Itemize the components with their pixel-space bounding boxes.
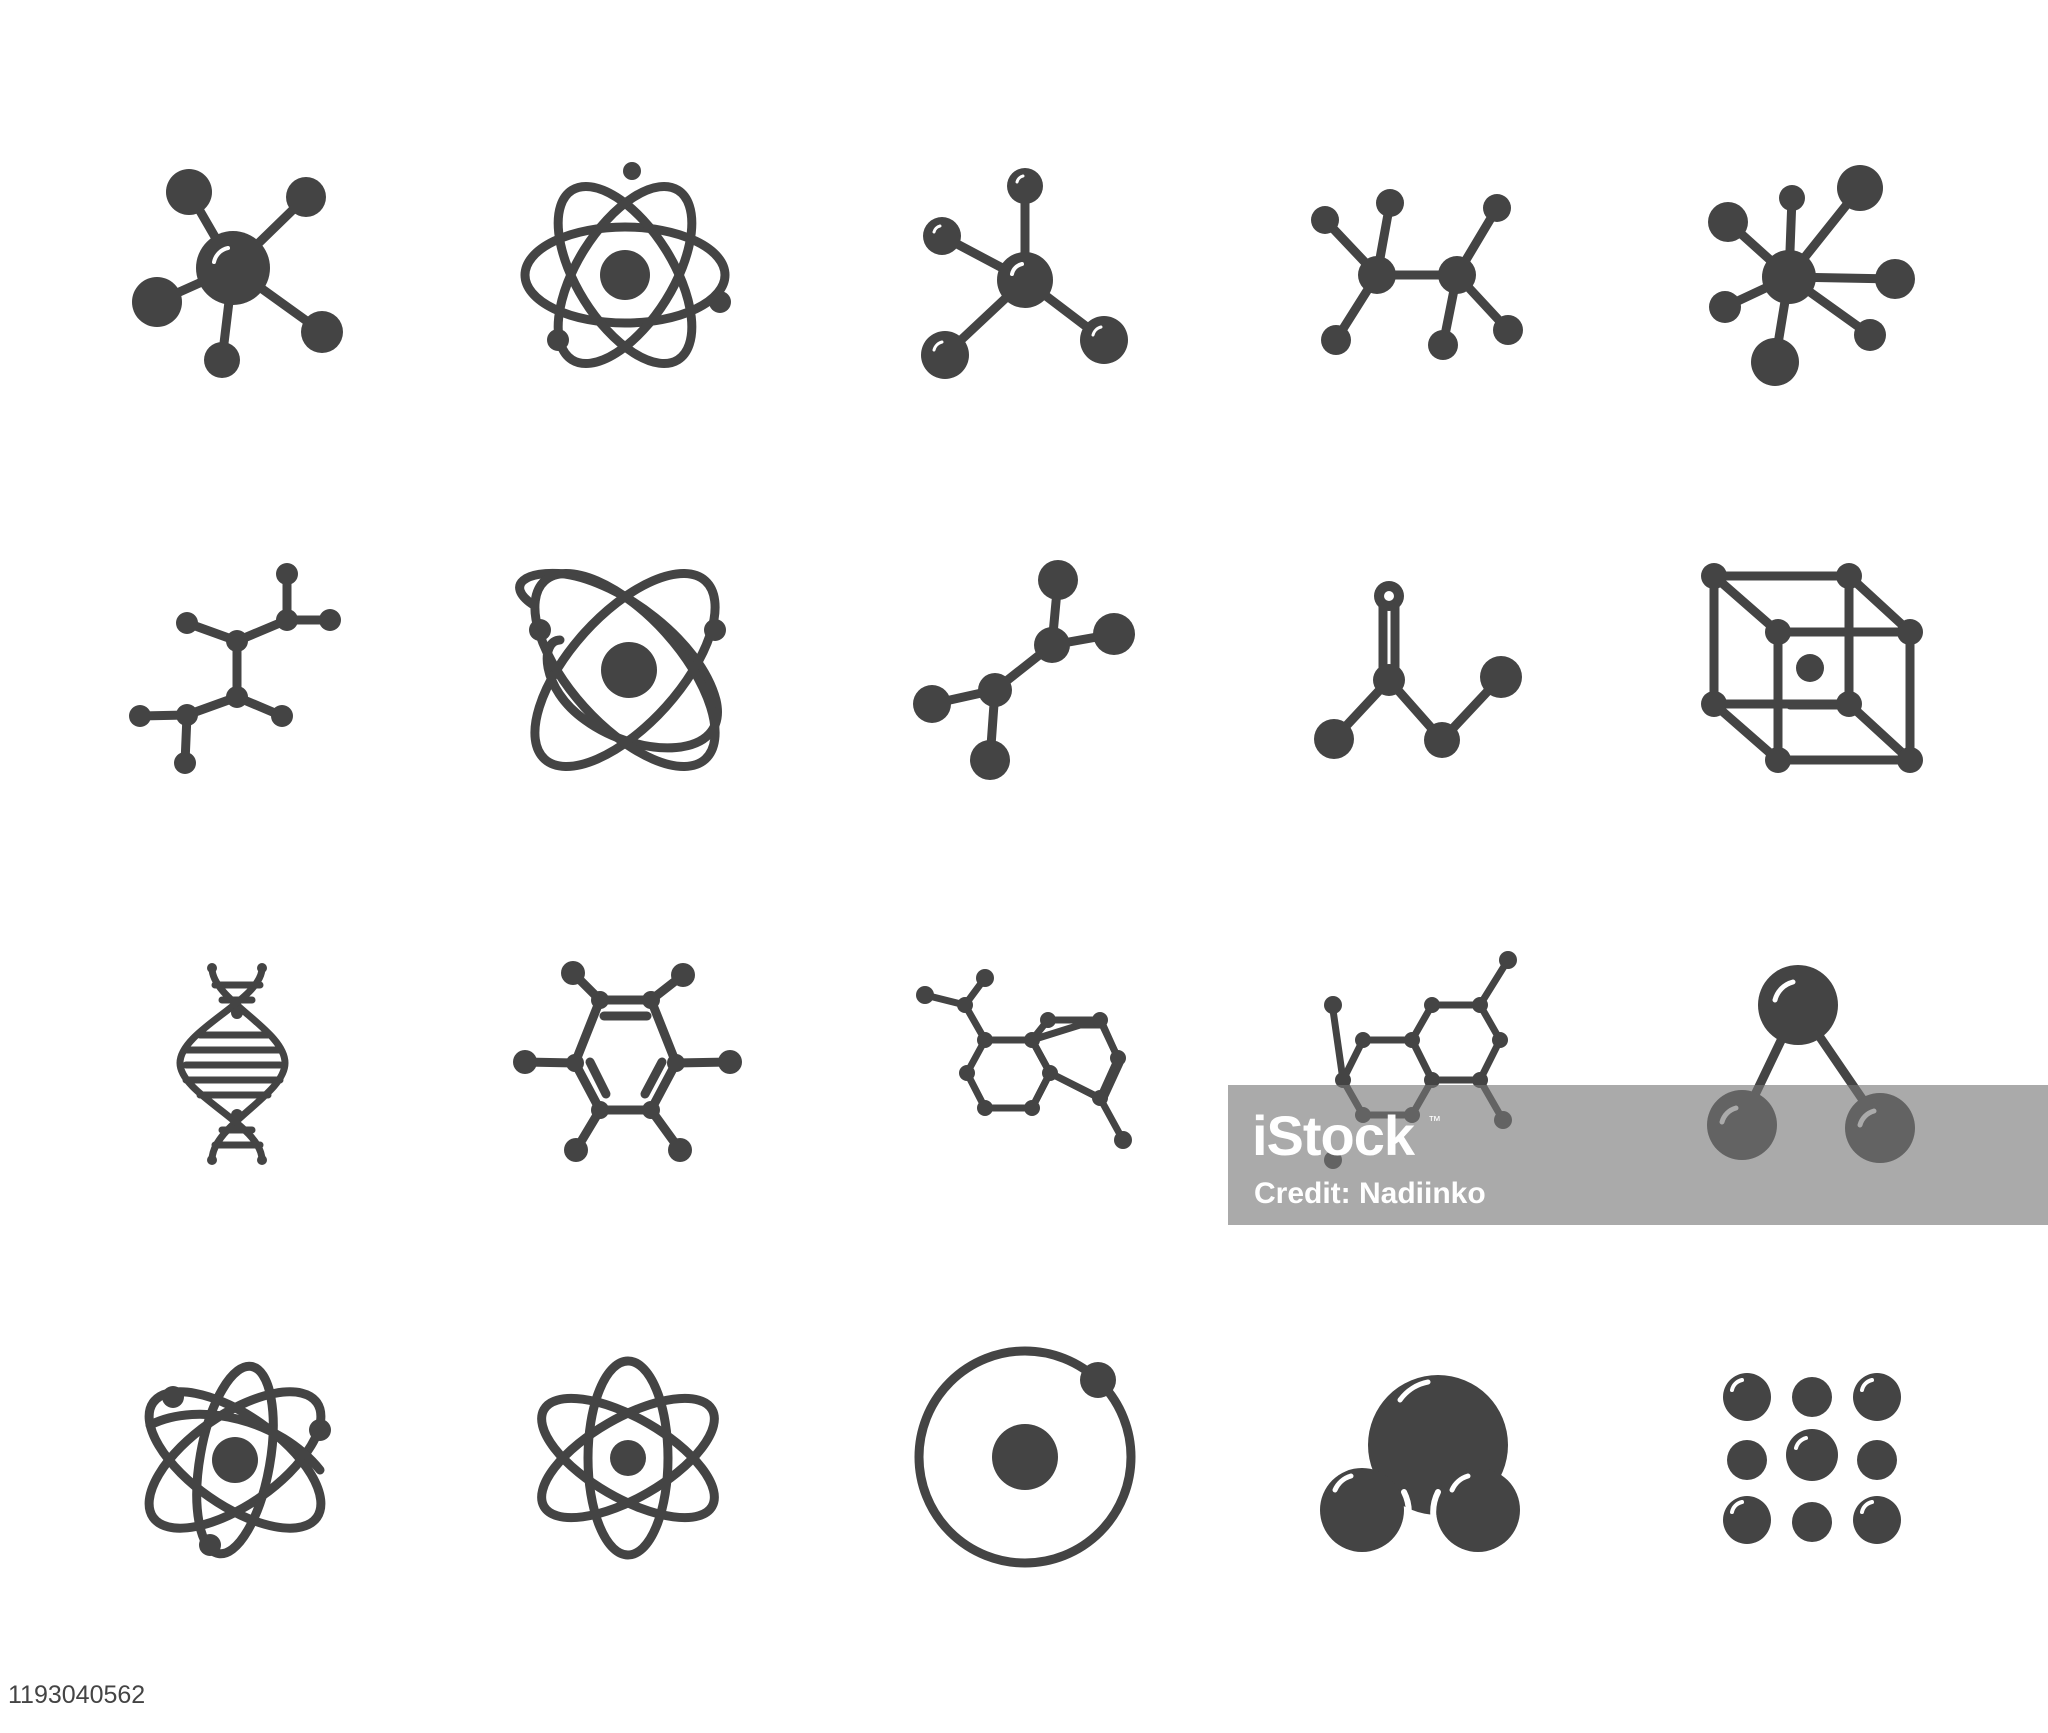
watermark-banner: iStock ™ Credit: Nadiinko xyxy=(1228,1085,2048,1225)
atom-complex-orbits-icon xyxy=(144,1361,331,1559)
atomic-packing-icon xyxy=(1723,1373,1901,1544)
atom-orbits-icon xyxy=(520,162,731,369)
watermark-logo: iStock xyxy=(1252,1104,1415,1167)
benzene-ring-icon xyxy=(513,961,742,1162)
watermark-credit: Credit: Nadiinko xyxy=(1254,1177,1486,1210)
branched-chain-icon xyxy=(129,563,341,774)
molecule-star-icon xyxy=(1708,165,1915,386)
dna-helix-icon xyxy=(176,963,289,1165)
watermark-trademark: ™ xyxy=(1428,1113,1441,1128)
ethane-molecule-icon xyxy=(1311,189,1523,360)
zigzag-molecule-icon xyxy=(913,560,1135,780)
tetrahedral-molecule-icon xyxy=(921,168,1128,379)
atom-three-orbits-icon xyxy=(537,1356,719,1560)
molecule-hub-icon xyxy=(132,169,343,378)
water-molecule-spacefill-icon xyxy=(1320,1375,1520,1552)
hydrogen-atom-icon xyxy=(914,1346,1136,1568)
crystal-lattice-cube-icon xyxy=(1701,563,1923,773)
stock-image-id: 1193040562 xyxy=(0,1678,154,1712)
naphthalene-icon xyxy=(916,969,1132,1149)
carbonyl-molecule-icon xyxy=(1314,581,1522,759)
atom-two-orbits-icon xyxy=(515,568,726,771)
